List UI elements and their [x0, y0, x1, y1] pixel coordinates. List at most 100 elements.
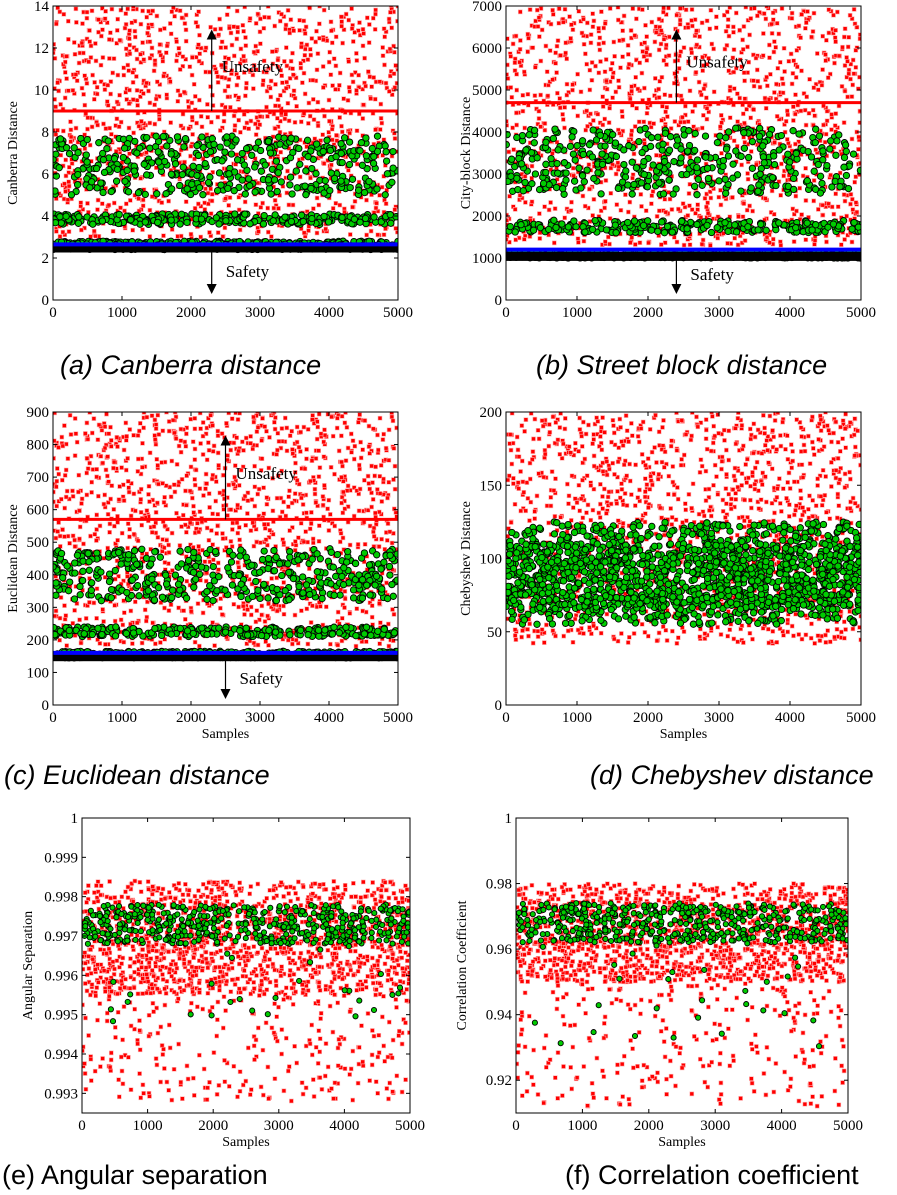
unsafe-point: [517, 193, 523, 198]
unsafe-point: [320, 132, 326, 137]
unsafe-point: [748, 16, 754, 21]
normal-point: [703, 164, 712, 172]
safety-annotation: Safety: [226, 262, 270, 281]
unsafe-point: [154, 13, 160, 19]
unsafe-point: [599, 9, 604, 14]
unsafe-point: [582, 203, 588, 209]
unsafe-point: [314, 230, 320, 236]
unsafe-point: [380, 45, 386, 50]
unsafe-point: [735, 242, 741, 248]
unsafe-point: [127, 28, 132, 33]
unsafe-point: [610, 75, 615, 80]
unsafe-point: [311, 117, 317, 122]
scatter-marks: [53, 6, 398, 254]
unsafe-point: [196, 42, 201, 48]
unsafe-point: [94, 85, 100, 90]
unsafe-point: [214, 70, 219, 75]
unsafe-point: [832, 123, 838, 128]
unsafe-point: [373, 127, 378, 132]
normal-point: [589, 126, 597, 134]
unsafe-point: [283, 45, 289, 50]
unsafe-point: [118, 205, 123, 211]
unsafe-point: [661, 36, 667, 42]
normal-point: [217, 181, 225, 189]
normal-point: [240, 161, 248, 169]
unsafe-point: [350, 39, 356, 44]
unsafe-point: [329, 137, 335, 143]
chart-panel-a: 01000200030004000500002468101214SamplesC…: [0, 0, 450, 337]
unsafe-point: [687, 203, 692, 208]
unsafe-point: [221, 118, 227, 124]
normal-point: [232, 136, 240, 144]
unsafe-point: [629, 235, 635, 240]
normal-point: [707, 228, 716, 237]
normal-point: [260, 211, 268, 220]
unsafe-point: [374, 200, 379, 206]
unsafe-point: [222, 225, 228, 231]
normal-point: [850, 218, 858, 227]
unsafe-point: [856, 147, 861, 152]
unsafe-point: [654, 153, 659, 158]
normal-point: [267, 190, 275, 198]
unsafe-point: [127, 151, 132, 156]
unsafe-point: [381, 232, 387, 237]
normal-point: [737, 187, 745, 195]
normal-point: [107, 187, 115, 196]
normal-point: [803, 219, 811, 227]
unsafe-point: [352, 199, 358, 204]
unsafe-point: [286, 202, 292, 208]
unsafe-point: [772, 140, 777, 145]
normal-point: [264, 176, 273, 184]
normal-point: [552, 183, 561, 192]
unsafe-point: [227, 195, 233, 200]
unsafe-point: [663, 209, 669, 215]
normal-point: [660, 229, 669, 237]
normal-point: [833, 137, 841, 145]
normal-point: [276, 140, 284, 148]
unsafe-point: [92, 97, 97, 102]
unsafe-point: [253, 132, 259, 137]
unsafe-point: [746, 59, 752, 65]
unsafe-point: [846, 34, 852, 40]
unsafe-point: [392, 207, 398, 212]
unsafe-point: [152, 121, 158, 127]
unsafe-point: [810, 29, 816, 34]
unsafe-point: [98, 79, 104, 84]
normal-point: [553, 159, 561, 168]
unsafe-point: [251, 49, 257, 55]
unsafe-point: [307, 46, 313, 52]
unsafe-point: [653, 30, 659, 35]
normal-point: [713, 224, 721, 232]
unsafe-point: [644, 111, 650, 116]
unsafe-point: [89, 124, 95, 130]
unsafe-point: [309, 36, 315, 41]
unsafe-point: [678, 6, 683, 11]
unsafe-point: [147, 55, 153, 61]
unsafe-point: [160, 58, 166, 64]
normal-point: [729, 160, 737, 168]
unsafe-point: [596, 41, 602, 47]
normal-point: [663, 222, 672, 231]
unsafe-point: [210, 50, 215, 56]
unsafe-point: [367, 74, 373, 80]
unsafe-point: [562, 7, 568, 12]
normal-point: [670, 157, 678, 166]
normal-point: [542, 160, 550, 168]
unsafe-point: [532, 93, 538, 98]
unsafe-point: [263, 69, 269, 75]
unsafe-point: [597, 35, 603, 41]
unsafe-point: [218, 128, 223, 133]
unsafe-point: [389, 25, 395, 31]
unsafe-point: [608, 191, 614, 196]
unsafe-point: [514, 71, 519, 77]
normal-point: [161, 157, 169, 166]
unsafe-point: [548, 21, 554, 27]
unsafe-point: [150, 8, 155, 14]
unsafe-point: [751, 52, 756, 58]
unsafe-point: [122, 208, 127, 214]
unsafe-point: [693, 211, 698, 216]
normal-point: [564, 223, 573, 231]
unsafe-point: [144, 14, 149, 20]
normal-point: [722, 145, 731, 153]
normal-point: [691, 146, 699, 155]
